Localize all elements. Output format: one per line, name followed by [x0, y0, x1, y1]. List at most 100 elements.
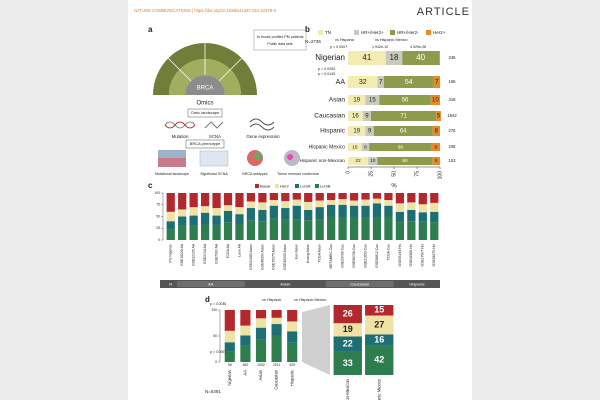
bar-segment [287, 310, 298, 322]
legend-label: HR+/Her2+ [361, 30, 384, 35]
bar-segment [178, 225, 187, 240]
bar-segment [315, 193, 324, 201]
bar-segment [371, 111, 437, 121]
bar-segment [212, 215, 221, 225]
legend-swatch [354, 30, 359, 35]
group-label: Asian [280, 281, 290, 286]
bar-segment [372, 203, 382, 218]
value-label: 7 [379, 79, 383, 86]
bar-segment [255, 327, 267, 340]
category-label: Hispanic [289, 370, 294, 386]
n-label: 238 [449, 144, 457, 149]
bar-segment [348, 126, 366, 136]
bar-segment [430, 211, 439, 223]
bar-segment [407, 221, 416, 240]
value-label: 8 [364, 144, 367, 150]
bar-segment [224, 330, 235, 343]
n-label: 153 [449, 158, 457, 163]
n-label: 246 [449, 55, 457, 60]
bar-segment [315, 219, 324, 240]
bar-segment [395, 193, 405, 204]
sources-box [253, 29, 307, 51]
bar-segment [200, 212, 210, 225]
bar-segment [348, 157, 369, 165]
bar-segment [365, 345, 394, 375]
bar-segment [402, 51, 440, 65]
bar-segment [271, 335, 282, 362]
bar-segment [246, 193, 256, 202]
bar-segment [240, 335, 251, 346]
comparison-legend: vs Hispanic [335, 38, 355, 42]
group-segment [325, 281, 394, 287]
bar-segment [384, 216, 393, 240]
n-label: 318 [449, 97, 457, 102]
category-label: Hispanic non-Mexican [300, 158, 346, 163]
bar-segment [246, 220, 256, 240]
omic-label: Mutation [172, 134, 189, 139]
legend-label: LumB [320, 184, 331, 189]
bar-segment [255, 310, 267, 319]
bar-segment [315, 207, 324, 220]
value-label: 15 [374, 305, 384, 315]
legend-swatch [390, 30, 395, 35]
center-sub-label: Omics [197, 101, 214, 107]
bar-segment [373, 126, 433, 136]
y-tick-label: 100 [211, 308, 217, 312]
bar-segment [395, 203, 405, 212]
value-label: 9 [365, 114, 369, 120]
x-tick-label: 0 [345, 171, 351, 174]
bar-segment [384, 193, 393, 201]
bar-segment [361, 205, 370, 218]
legend-swatch [275, 184, 279, 188]
bar-segment [407, 193, 416, 203]
value-label: 19 [353, 98, 360, 104]
group-segment [176, 281, 245, 287]
bar-segment [235, 207, 244, 215]
bar-segment [349, 205, 359, 217]
phenotype-label: BRCA subtypes [242, 172, 267, 176]
value-label: 10 [432, 98, 439, 104]
value-label: 9 [435, 144, 438, 150]
category-label: Caucasian [314, 113, 345, 120]
x-tick-label: 25 [368, 171, 374, 177]
n-label: 166 [449, 79, 457, 84]
bar-segment [433, 76, 440, 88]
bar-segment [166, 211, 175, 222]
legend-label: Her2 [280, 184, 289, 189]
bar-segment [240, 345, 251, 362]
bar-segment [327, 216, 336, 240]
annotation: p = 0.0254 [318, 67, 335, 71]
bar-segment [338, 193, 347, 200]
category-label: GSE65194 His [398, 244, 402, 267]
bar-segment [333, 351, 362, 375]
phenotype-label: Significant SCNA [200, 172, 228, 176]
bar-segment [430, 193, 439, 203]
bar-segment [432, 126, 440, 136]
center-disk [185, 75, 225, 95]
middle-ring [169, 59, 241, 95]
bar-segment [200, 206, 210, 213]
category-label: Pts Nigerian [169, 244, 173, 263]
bar-segment [338, 204, 347, 218]
bar-segment [327, 200, 336, 205]
bar-segment [235, 224, 244, 240]
bar-segment [292, 205, 301, 220]
phenotype-icons [158, 150, 300, 167]
bar-segment [166, 229, 175, 240]
bar-segment [258, 221, 267, 240]
value-label: 15 [369, 98, 376, 104]
bar-segment [315, 200, 324, 208]
group-segment [394, 281, 440, 287]
bar-segment [258, 202, 267, 210]
source-label: Public data sets [267, 42, 293, 46]
legend-label: HR+/Her2- [397, 30, 419, 35]
bar-segment [369, 143, 432, 151]
bar-segment [418, 193, 427, 205]
bar-segment [223, 205, 233, 211]
category-label: GSE20685 Asian [249, 244, 253, 270]
y-tick-label: 50 [156, 214, 160, 218]
bar-segment [372, 193, 382, 199]
category-label: GSE76275 Asian [272, 244, 276, 270]
value-label: 27 [374, 319, 384, 329]
